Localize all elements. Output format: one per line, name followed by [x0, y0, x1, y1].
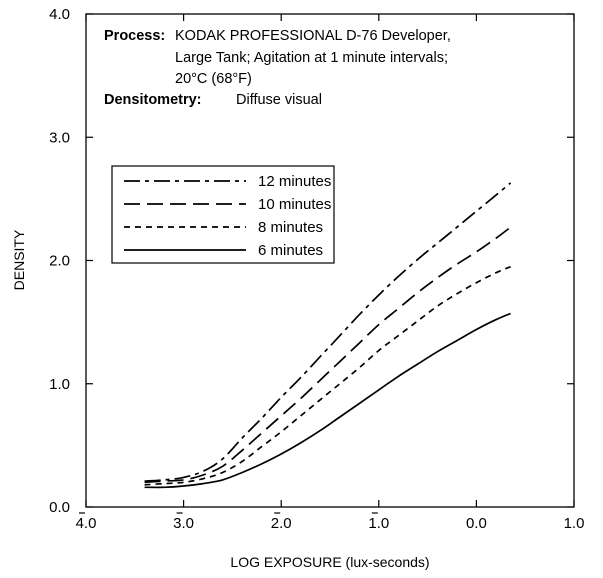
densitometry-label: Densitometry:	[104, 92, 202, 108]
x-tick-label: 4.0	[76, 515, 97, 532]
series-line-1	[144, 226, 512, 484]
x-tick-label: 2.0	[271, 515, 292, 532]
legend-label: 12 minutes	[258, 173, 331, 190]
axis-ticks	[85, 13, 575, 508]
densitometry-value: Diffuse visual	[236, 92, 322, 108]
series-line-3	[144, 312, 511, 489]
x-tick-label: 1.0	[368, 515, 389, 532]
y-tick-label: 3.0	[49, 129, 70, 146]
legend-label: 6 minutes	[258, 242, 323, 259]
y-tick-label: 4.0	[49, 6, 70, 23]
legend-label: 10 minutes	[258, 196, 331, 213]
process-line-3: 20°C (68°F)	[175, 71, 252, 87]
x-tick-label: 3.0	[173, 515, 194, 532]
x-tick-label: 0.0	[466, 515, 487, 532]
y-tick-labels: 0.0 1.0 2.0 3.0 4.0	[49, 6, 70, 516]
process-annotation: Process: KODAK PROFESSIONAL D-76 Develop…	[104, 28, 451, 108]
series-line-0	[144, 182, 512, 482]
series-layer	[144, 182, 512, 489]
x-tick-label: 1.0	[564, 515, 585, 532]
process-label: Process:	[104, 28, 165, 44]
legend-label: 8 minutes	[258, 219, 323, 236]
legend-box	[111, 165, 335, 264]
legend-items: 12 minutes 10 minutes 8 minutes 6 minutes	[124, 173, 331, 259]
process-line-1: KODAK PROFESSIONAL D-76 Developer,	[175, 28, 451, 44]
process-line-2: Large Tank; Agitation at 1 minute interv…	[175, 50, 448, 66]
y-tick-label: 2.0	[49, 253, 70, 270]
x-tick-labels: 4.0 3.0 2.0 1.0 0.0 1.0	[76, 512, 585, 532]
legend: 12 minutes 10 minutes 8 minutes 6 minutes	[111, 165, 335, 264]
y-axis-label: DENSITY	[11, 229, 27, 290]
y-tick-label: 1.0	[49, 376, 70, 393]
series-line-2	[144, 265, 511, 486]
y-tick-label: 0.0	[49, 499, 70, 516]
x-axis-label: LOG EXPOSURE (lux-seconds)	[230, 554, 429, 570]
